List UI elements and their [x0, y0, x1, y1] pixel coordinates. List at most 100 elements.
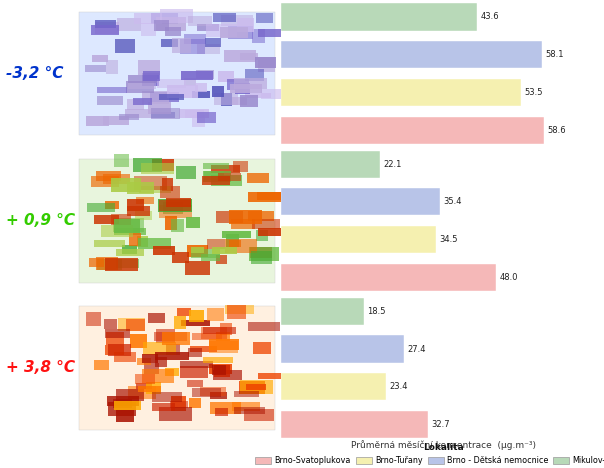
Bar	[114, 401, 141, 410]
Bar	[154, 332, 187, 341]
Bar	[196, 70, 214, 79]
Bar	[126, 81, 154, 93]
Bar	[235, 83, 250, 94]
Bar	[150, 92, 179, 102]
Bar	[189, 398, 201, 408]
Bar	[214, 365, 230, 377]
Bar	[281, 226, 435, 253]
Text: 53.5: 53.5	[524, 88, 543, 97]
Bar	[151, 108, 179, 119]
Bar	[229, 211, 262, 224]
Bar	[172, 396, 186, 410]
Bar	[207, 240, 225, 249]
Bar	[89, 258, 104, 267]
Bar	[281, 411, 428, 438]
Bar	[165, 344, 180, 355]
Bar	[151, 111, 175, 118]
Bar	[165, 216, 178, 229]
Bar	[156, 329, 175, 343]
Bar	[252, 29, 266, 43]
Bar	[92, 55, 108, 62]
Bar	[127, 199, 144, 211]
Bar	[205, 38, 221, 47]
Bar	[281, 151, 380, 178]
Bar	[170, 401, 188, 408]
Bar	[244, 409, 274, 421]
Bar	[250, 247, 272, 258]
Bar	[249, 247, 278, 261]
Bar	[222, 231, 251, 238]
Bar	[200, 388, 226, 396]
Bar	[141, 163, 174, 174]
Bar	[221, 93, 233, 106]
Bar	[202, 176, 230, 185]
Bar	[204, 171, 224, 180]
Bar	[95, 21, 116, 29]
Bar	[281, 298, 364, 325]
Bar	[97, 259, 123, 271]
Bar	[108, 402, 136, 416]
Bar	[95, 22, 119, 34]
Bar	[158, 199, 191, 212]
Bar	[253, 342, 271, 354]
Bar	[258, 29, 289, 37]
Bar	[163, 202, 184, 214]
Bar	[103, 175, 130, 184]
Bar	[201, 328, 227, 338]
Text: 43.6: 43.6	[480, 13, 499, 22]
Bar	[128, 83, 156, 89]
Bar	[179, 366, 208, 378]
Text: 48.0: 48.0	[500, 273, 518, 282]
Bar	[203, 171, 231, 182]
Bar	[220, 323, 232, 335]
Bar	[91, 176, 119, 187]
Bar	[106, 60, 118, 74]
Bar	[115, 39, 135, 53]
Bar	[231, 97, 247, 105]
Bar	[138, 386, 161, 392]
Bar	[96, 256, 118, 270]
Bar	[252, 219, 280, 228]
Bar	[191, 91, 210, 98]
Bar	[127, 182, 155, 194]
Bar	[197, 24, 219, 31]
Text: 32.7: 32.7	[431, 420, 450, 429]
Bar	[139, 186, 171, 193]
Bar	[108, 344, 131, 356]
Bar	[256, 13, 273, 23]
Text: + 3,8 °C: + 3,8 °C	[5, 360, 75, 375]
Bar	[216, 211, 243, 222]
Bar	[161, 39, 178, 47]
Bar	[213, 370, 242, 380]
Bar	[129, 75, 156, 83]
Bar	[117, 410, 133, 422]
Bar	[201, 254, 220, 261]
Bar	[281, 188, 440, 215]
Bar	[192, 388, 221, 397]
Bar	[212, 86, 224, 97]
Bar	[142, 73, 159, 86]
Bar	[185, 110, 204, 118]
Bar	[234, 391, 259, 397]
Bar	[248, 211, 274, 221]
Bar	[165, 368, 179, 376]
Bar	[172, 252, 189, 263]
Bar	[180, 39, 205, 53]
Bar	[226, 234, 239, 248]
Bar	[122, 245, 137, 254]
Bar	[133, 158, 162, 172]
Bar	[281, 264, 496, 291]
Bar	[158, 94, 184, 100]
Bar	[246, 384, 266, 390]
Bar	[101, 226, 133, 237]
Bar	[203, 327, 236, 334]
Bar	[148, 102, 171, 114]
Bar	[104, 258, 138, 271]
Text: 23.4: 23.4	[390, 382, 408, 391]
Bar	[255, 230, 268, 241]
Bar	[209, 364, 231, 374]
Bar	[184, 78, 196, 86]
Bar	[150, 13, 178, 24]
Bar	[255, 58, 276, 68]
Text: 58.6: 58.6	[547, 126, 566, 135]
